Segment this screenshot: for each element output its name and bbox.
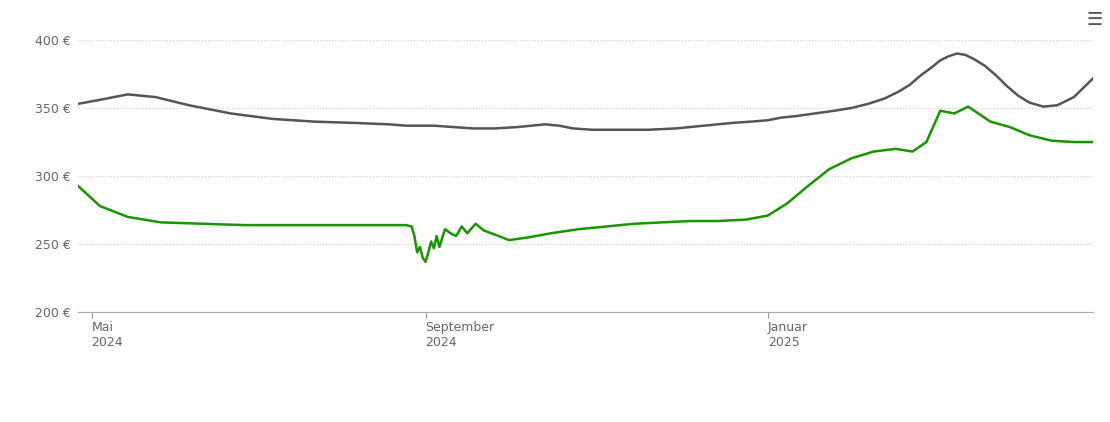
Legend: lose Ware, Sackware: lose Ware, Sackware	[463, 418, 708, 422]
Text: ☰: ☰	[1086, 11, 1102, 29]
